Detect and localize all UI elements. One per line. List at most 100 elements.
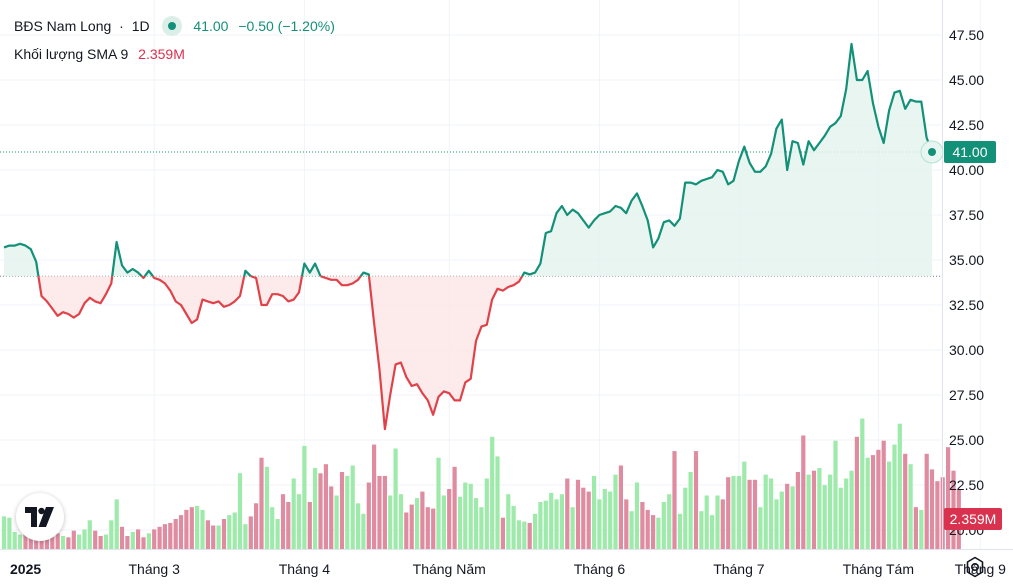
volume-bar [726, 477, 731, 549]
volume-bar [661, 502, 666, 549]
volume-bar [243, 524, 248, 549]
x-tick-label: Tháng 7 [713, 561, 765, 577]
volume-bar [366, 482, 371, 549]
volume-bar [854, 436, 859, 549]
volume-bar [18, 534, 23, 549]
volume-bar [742, 461, 747, 549]
volume-bar [490, 436, 495, 549]
volume-indicator-label[interactable]: Khối lượng SMA 9 [14, 46, 129, 62]
last-price-badge-text: 41.00 [952, 144, 987, 160]
volume-bar [23, 533, 28, 549]
volume-bar [516, 520, 522, 549]
price-line-below [152, 275, 246, 325]
tradingview-logo-icon[interactable] [16, 493, 64, 541]
volume-bar [565, 478, 570, 549]
volume-bar [919, 509, 924, 549]
area-fills [4, 44, 932, 430]
market-status-icon [161, 16, 182, 36]
volume-bar [870, 455, 876, 549]
volume-bar [479, 507, 484, 549]
volume-bar [125, 536, 130, 549]
volume-bar [436, 457, 441, 549]
volume-bar [307, 502, 312, 549]
volume-bar [828, 474, 833, 549]
legend-volume: Khối lượng SMA 9 2.359M [14, 46, 185, 62]
volume-bar [291, 478, 296, 549]
volume-bar [334, 495, 339, 549]
volume-bar [157, 526, 162, 549]
volume-bar [146, 533, 151, 549]
area-fill-below [368, 276, 523, 430]
volume-bar [769, 478, 774, 549]
volume-bar [838, 487, 843, 549]
volume-bar [372, 444, 377, 549]
volume-bar [270, 507, 275, 549]
volume-bar [651, 515, 656, 549]
volume-badge-bg [944, 508, 1002, 530]
volume-bar [136, 529, 141, 549]
volume-bar [533, 513, 538, 549]
volume-bar [130, 532, 135, 549]
settings-gear-icon[interactable] [963, 555, 987, 579]
price-line-below [140, 275, 146, 280]
volume-bar [119, 526, 125, 549]
volume-bar [77, 534, 82, 549]
volume-bar [602, 489, 607, 549]
volume-bar [645, 509, 650, 549]
y-tick-label: 22.50 [949, 477, 984, 493]
volume-bar [881, 440, 886, 549]
volume-bar [683, 487, 688, 549]
y-tick-label: 45.00 [949, 72, 984, 88]
volume-bar [785, 483, 790, 549]
volume-bar [339, 472, 345, 549]
volume-bar [624, 499, 629, 549]
volume-bar [887, 461, 892, 549]
area-fill-above [522, 44, 932, 277]
volume-bar [618, 465, 623, 549]
volume-bar [876, 449, 881, 549]
volume-bar [608, 491, 613, 549]
interval-label[interactable]: 1D [131, 18, 150, 34]
volume-bar [420, 491, 425, 549]
volume-bar [28, 536, 33, 549]
volume-bar [795, 472, 800, 549]
volume-bar [329, 486, 334, 549]
volume-bar [522, 521, 527, 549]
volume-bar [103, 534, 108, 549]
price-line-above [521, 42, 934, 277]
volume-bar [221, 519, 227, 549]
volume-bar [656, 517, 661, 549]
volume-bar [66, 537, 71, 549]
volume-bar [763, 474, 768, 549]
volume-bar [844, 478, 849, 549]
volume-bar [211, 525, 216, 549]
volume-bar [275, 519, 280, 549]
price-line-above [300, 262, 322, 277]
volume-bar [538, 502, 543, 549]
volume-bar [60, 536, 66, 549]
volume-bar [704, 495, 709, 549]
volume-bar [178, 515, 184, 549]
volume-bar [447, 489, 452, 549]
price-line-above [243, 269, 252, 277]
volume-bar [189, 507, 194, 549]
volume-bar [232, 512, 237, 549]
volume-bar [388, 495, 393, 549]
volume-bar [227, 515, 232, 549]
volume-bar [264, 466, 269, 549]
y-tick-label: 35.00 [949, 252, 984, 268]
volume-bar [897, 423, 902, 549]
symbol-name[interactable]: BĐS Nam Long [14, 18, 112, 34]
volume-bar [699, 511, 704, 549]
volume-bar [216, 525, 221, 549]
volume-bar [629, 511, 634, 549]
volume-bar [415, 498, 420, 549]
volume-badge-text: 2.359M [950, 511, 997, 527]
volume-bar [409, 504, 414, 549]
volume-bar [779, 491, 784, 549]
volume-bar [570, 507, 575, 549]
volume-bar [801, 435, 806, 549]
volume-bar [141, 537, 146, 549]
y-tick-label: 27.50 [949, 387, 984, 403]
